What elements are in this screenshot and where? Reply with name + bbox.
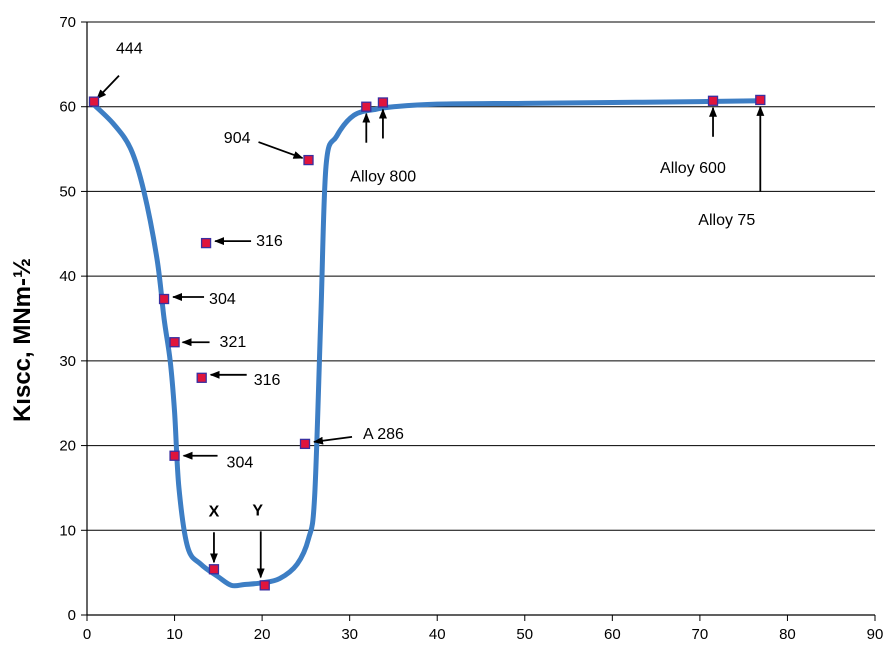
x-tick-label: 30 (341, 626, 358, 643)
annotation-arrow (313, 435, 353, 445)
x-tick-label: 80 (779, 626, 796, 643)
tick-labels: 0 10 20 30 40 50 60 70 0 10 20 30 40 50 60 70 80 90 (59, 14, 883, 643)
point-label: 304 (209, 291, 236, 308)
y-tick-label: 70 (59, 14, 76, 31)
data-point-marker (259, 580, 270, 591)
point-label: 316 (254, 372, 281, 389)
point-label: Y (252, 502, 263, 519)
point-label: 321 (220, 334, 247, 351)
annotation-labels: 444 904 316 304 321 316 304 A 286 X Y Alloy 800 All… (116, 41, 755, 521)
y-tick-label: 40 (59, 268, 76, 285)
x-tick-label: 70 (692, 626, 709, 643)
point-label: A 286 (363, 426, 404, 443)
grid-lines (87, 21, 875, 531)
annotation-arrows (96, 75, 765, 579)
data-point-marker (755, 94, 766, 106)
y-tick-label: 10 (59, 522, 76, 539)
data-point-marker (361, 101, 372, 112)
data-point-marker (200, 237, 212, 249)
data-point-marker (208, 564, 220, 575)
y-tick-label: 20 (59, 438, 76, 455)
data-point-marker (707, 95, 719, 106)
point-label: X (209, 503, 220, 520)
point-label: Alloy 75 (698, 212, 755, 229)
x-tick-label: 50 (516, 626, 533, 643)
data-point-marker (299, 438, 311, 450)
x-tick-label: 90 (867, 626, 884, 643)
data-point-marker (169, 450, 180, 461)
y-tick-label: 60 (59, 99, 76, 116)
data-point-marker (377, 97, 389, 108)
point-label: Alloy 800 (350, 169, 416, 186)
data-point-marker (158, 293, 170, 305)
x-tick-label: 40 (429, 626, 446, 643)
axes (81, 21, 876, 621)
y-tick-label: 30 (59, 353, 76, 370)
x-tick-label: 0 (83, 626, 91, 643)
y-tick-label: 0 (68, 607, 76, 624)
y-tick-label: 50 (59, 183, 76, 200)
data-point-marker (169, 337, 180, 348)
data-points (88, 94, 766, 591)
annotation-arrow (258, 141, 304, 159)
annotation-arrow (96, 75, 120, 100)
point-label: 304 (227, 455, 254, 472)
point-label: Alloy 600 (660, 160, 726, 177)
data-point-marker (303, 154, 314, 166)
kiscc-curve (88, 98, 764, 589)
x-tick-label: 20 (254, 626, 271, 643)
x-tick-label: 10 (166, 626, 183, 643)
point-label: 316 (256, 233, 283, 250)
point-label: 904 (224, 130, 251, 147)
y-axis-label: Kıscc, MNm-½ (9, 258, 36, 422)
curve-series (88, 98, 764, 589)
x-tick-label: 60 (604, 626, 621, 643)
data-point-marker (196, 372, 207, 383)
data-point-marker (88, 96, 100, 107)
point-label: 444 (116, 41, 143, 58)
